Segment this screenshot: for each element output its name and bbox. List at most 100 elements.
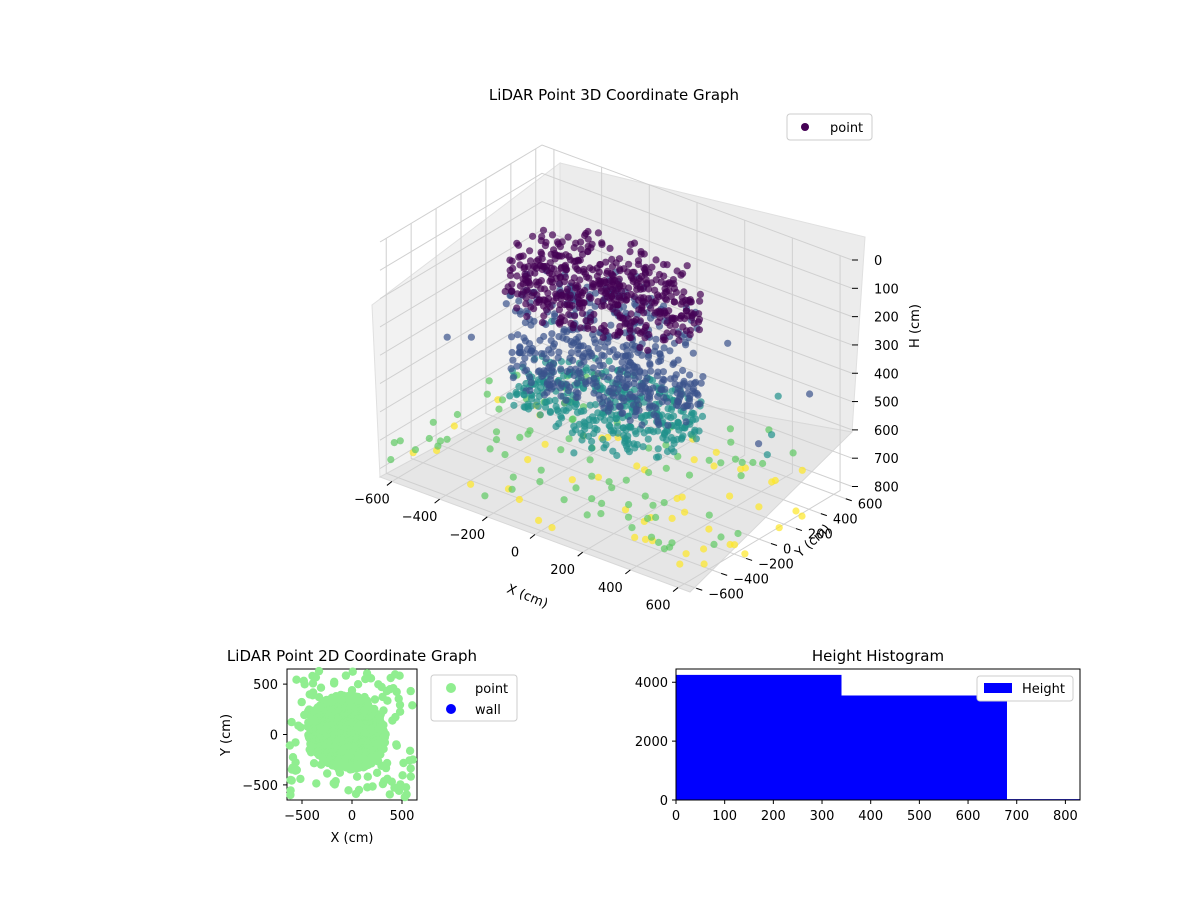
point-3d [622, 383, 630, 391]
x-tick-mark-3d [577, 551, 584, 557]
point-3d [549, 343, 557, 351]
point-3d [509, 356, 517, 364]
point-3d [698, 412, 707, 420]
point-3d [567, 337, 575, 346]
point-3d [608, 262, 617, 271]
ticks-3d: −600−400−2000200400600−600−400−200020040… [354, 254, 899, 614]
point-3d [544, 289, 552, 297]
point-2d [292, 765, 301, 775]
point-3d [669, 422, 678, 430]
point-3d [789, 449, 797, 457]
legend-2d-wall-label: wall [475, 703, 501, 718]
point-3d [652, 335, 660, 343]
point-3d [533, 387, 542, 395]
point-3d [667, 375, 675, 383]
point-3d [647, 304, 655, 312]
point-2d [368, 782, 377, 791]
x-tick-mark-3d [529, 534, 536, 539]
point-2d [297, 697, 306, 707]
point-3d [565, 404, 573, 412]
point-3d [644, 435, 652, 443]
points-3d [387, 226, 814, 568]
point-3d [556, 384, 565, 392]
point-2d [381, 763, 391, 773]
point-2d [408, 755, 418, 764]
point-3d [651, 309, 659, 317]
point-3d [619, 409, 627, 417]
point-3d [566, 304, 574, 312]
point-3d [486, 445, 494, 453]
point-3d [515, 297, 523, 305]
point-3d [671, 321, 680, 329]
point-3d [684, 383, 692, 391]
point-3d [633, 282, 641, 290]
point-3d [614, 422, 622, 430]
point-3d [726, 492, 734, 500]
point-3d [527, 402, 536, 410]
point-3d [643, 279, 651, 287]
x-tick-label-histogram: 100 [712, 809, 737, 824]
point-3d [547, 349, 555, 357]
point-3d [599, 435, 607, 444]
y-tick-mark-3d [795, 528, 803, 532]
point-3d [549, 359, 558, 367]
point-3d [574, 393, 582, 401]
point-3d [557, 365, 565, 373]
point-3d [527, 321, 535, 329]
point-3d [670, 448, 678, 456]
y-tick-label-2d: 500 [253, 678, 278, 693]
chart-histogram: Height Histogram 0 100 200 300 400 500 600 700 8… [635, 647, 1081, 824]
point-3d [623, 341, 631, 349]
point-2d [408, 701, 417, 710]
point-3d [749, 458, 757, 467]
point-3d [613, 309, 621, 317]
point-3d [644, 514, 652, 523]
point-3d [533, 291, 541, 299]
point-3d [679, 298, 687, 306]
point-3d [655, 421, 663, 429]
histogram-bar [841, 695, 1007, 800]
point-3d [557, 446, 565, 454]
point-3d [664, 421, 672, 429]
point-3d [607, 283, 615, 291]
point-3d [625, 501, 633, 509]
legend-3d-label: point [830, 121, 863, 136]
point-3d [630, 275, 638, 283]
point-3d [638, 272, 646, 280]
point-3d [717, 459, 725, 467]
point-3d [679, 323, 687, 331]
point-3d [631, 444, 639, 452]
point-3d [589, 266, 597, 274]
point-3d [679, 366, 687, 375]
point-3d [588, 283, 597, 291]
point-3d [551, 396, 559, 404]
point-3d [546, 408, 555, 416]
point-3d [564, 294, 572, 302]
legend-3d-marker [801, 123, 809, 131]
grid-line-y [410, 223, 722, 574]
point-3d [657, 385, 665, 393]
point-3d [590, 429, 598, 438]
point-3d [615, 392, 623, 401]
point-3d [622, 442, 631, 450]
legend-2d-point-marker [446, 683, 456, 693]
point-3d [589, 325, 597, 333]
point-3d [543, 398, 551, 406]
point-3d [605, 357, 613, 365]
point-3d [647, 533, 656, 541]
point-3d [540, 350, 548, 358]
point-3d [563, 328, 571, 336]
point-3d [467, 333, 475, 341]
point-3d [624, 268, 632, 276]
point-3d [658, 398, 666, 406]
point-3d [390, 439, 398, 447]
point-3d [528, 344, 537, 353]
point-3d [518, 349, 527, 357]
point-3d [629, 401, 638, 409]
point-3d [578, 309, 587, 317]
point-3d [584, 235, 592, 243]
y-tick-mark-3d [820, 513, 828, 517]
point-3d [508, 485, 516, 493]
point-3d [584, 345, 592, 353]
